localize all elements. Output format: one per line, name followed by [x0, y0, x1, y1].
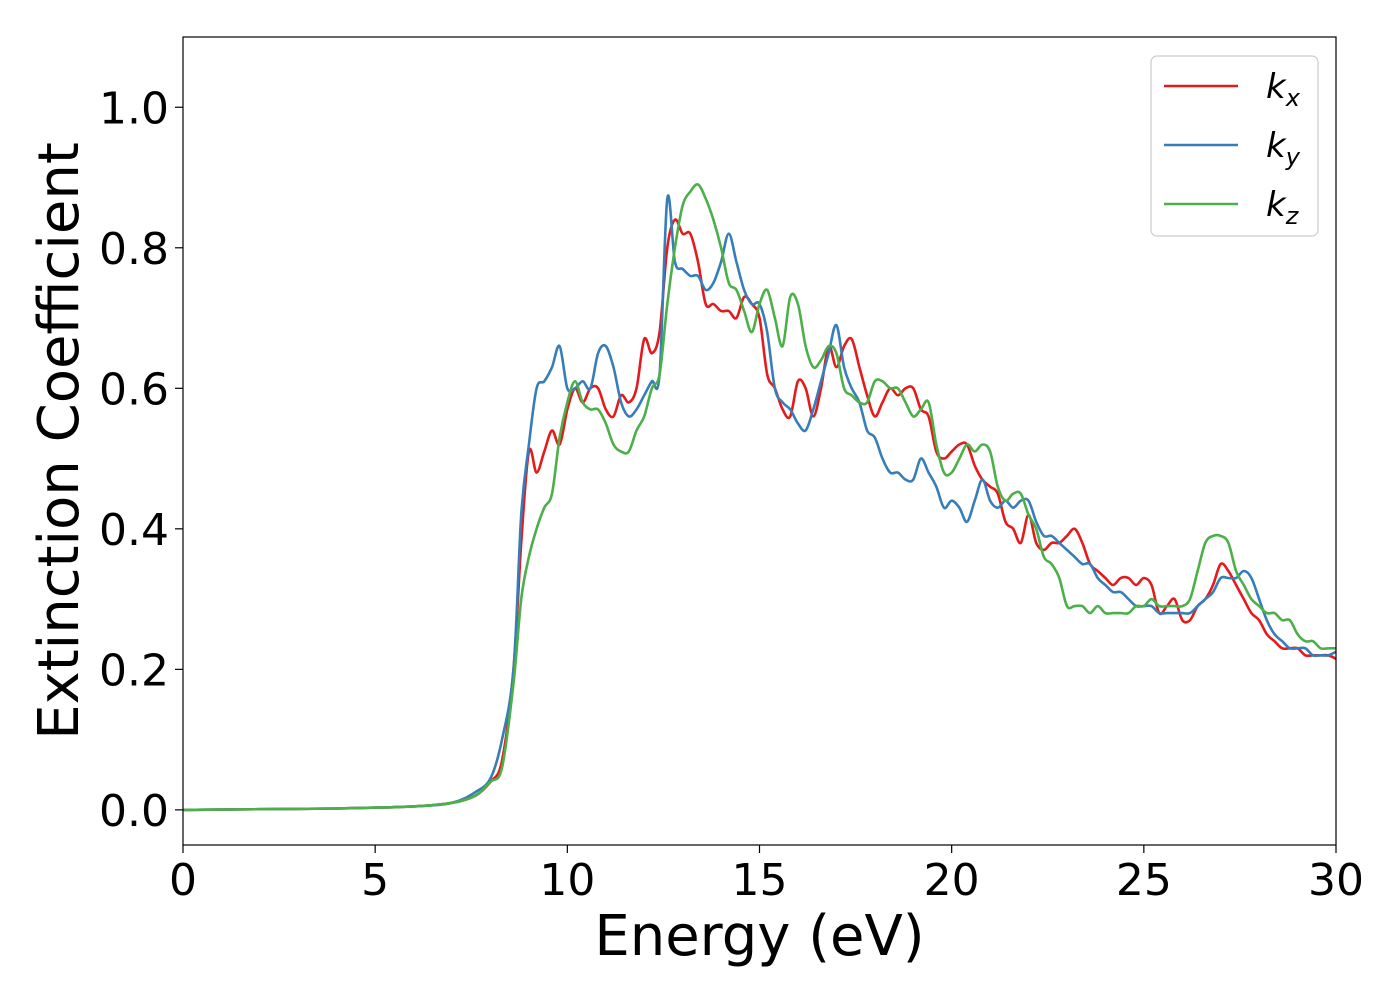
legend-label-main: k — [1266, 126, 1287, 166]
x-tick-label: 30 — [1308, 855, 1364, 906]
legend-label-subscript: z — [1285, 202, 1300, 230]
x-tick-label: 25 — [1116, 855, 1172, 906]
x-tick-label: 15 — [732, 855, 788, 906]
y-tick-label: 0.0 — [99, 786, 169, 837]
series-layer — [182, 183, 1337, 812]
y-tick-label: 0.4 — [99, 505, 169, 556]
legend-label-main: k — [1266, 185, 1287, 225]
y-tick-label: 0.6 — [99, 364, 169, 415]
plot-background — [183, 37, 1336, 845]
x-tick-label: 10 — [539, 855, 595, 906]
y-axis: 0.0 0.2 0.4 0.6 0.8 1.0 — [99, 83, 183, 837]
x-tick-label: 0 — [169, 855, 197, 906]
y-tick-label: 1.0 — [99, 83, 169, 134]
legend-label-ky: ky — [1266, 126, 1301, 171]
legend-label-kz: kz — [1266, 185, 1300, 230]
x-tick-label: 20 — [924, 855, 980, 906]
x-axis: 0 5 10 15 20 25 30 — [169, 845, 1364, 906]
series-line-kz — [182, 183, 1336, 812]
legend-label-subscript: x — [1285, 84, 1301, 112]
legend-label-main: k — [1266, 67, 1287, 107]
y-tick-label: 0.8 — [99, 224, 169, 275]
series-line-ky — [182, 194, 1337, 812]
x-axis-label: Energy (eV) — [594, 904, 924, 969]
y-axis-label: Extinction Coefficient — [27, 142, 92, 740]
y-tick-label: 0.2 — [99, 645, 169, 696]
legend-label-subscript: y — [1285, 143, 1301, 171]
legend-label-kx: kx — [1266, 67, 1301, 112]
x-tick-label: 5 — [361, 855, 389, 906]
